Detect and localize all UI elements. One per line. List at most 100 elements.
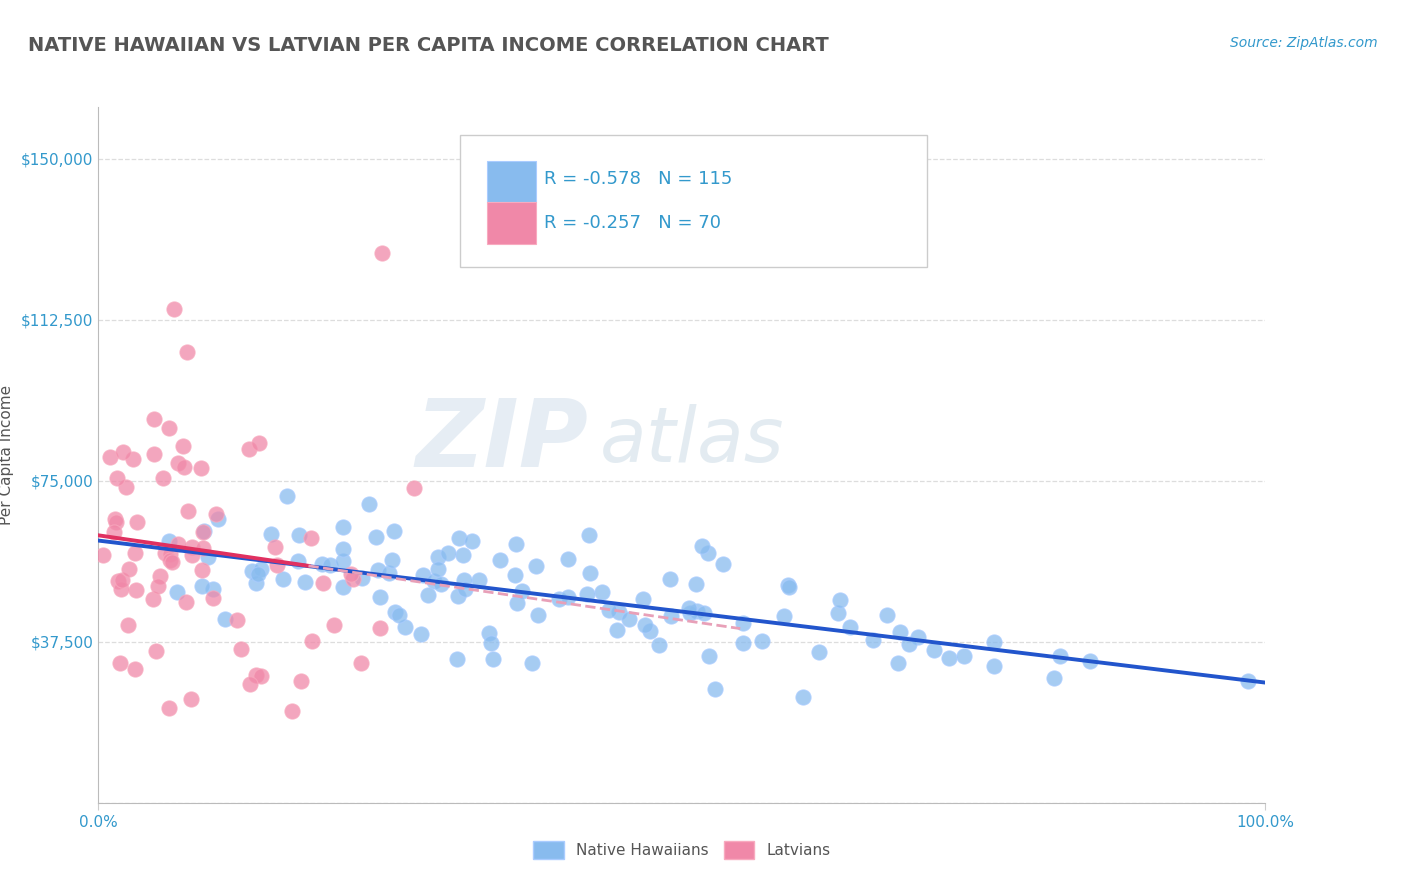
Point [862, 633, 884, 648]
Point [412, 568, 434, 582]
Text: atlas: atlas [600, 404, 785, 478]
Point [245, 575, 267, 590]
Point [807, 645, 830, 659]
Point [142, 447, 165, 461]
Point [112, 445, 135, 459]
Point [1080, 654, 1102, 668]
Point [193, 524, 215, 538]
Point [294, 575, 316, 590]
Point [176, 345, 198, 359]
Y-axis label: Per Capita Income: Per Capita Income [0, 384, 14, 525]
Point [830, 592, 852, 607]
Point [247, 435, 270, 450]
Point [522, 656, 544, 670]
Point [506, 596, 529, 610]
Point [191, 563, 214, 577]
Point [527, 608, 550, 623]
Point [311, 575, 333, 590]
Point [437, 546, 460, 560]
Point [152, 471, 174, 485]
Point [394, 620, 416, 634]
Point [229, 641, 252, 656]
Point [478, 626, 501, 640]
Point [461, 534, 484, 549]
Point [121, 452, 143, 467]
Point [557, 591, 579, 605]
Point [678, 600, 700, 615]
Point [505, 537, 527, 551]
Point [180, 548, 202, 562]
Point [659, 609, 682, 624]
Point [332, 542, 354, 557]
Point [384, 605, 406, 619]
Point [733, 615, 755, 630]
FancyBboxPatch shape [486, 161, 536, 202]
Point [697, 546, 720, 560]
Point [157, 701, 180, 715]
Point [578, 527, 600, 541]
Point [108, 656, 131, 670]
Point [280, 704, 302, 718]
Point [266, 558, 288, 573]
Point [481, 635, 503, 649]
Point [149, 569, 172, 583]
Point [557, 552, 579, 566]
Point [489, 553, 512, 567]
Point [1236, 674, 1258, 689]
Point [124, 661, 146, 675]
Point [166, 585, 188, 599]
Point [157, 534, 180, 549]
Point [371, 246, 394, 260]
Point [548, 591, 571, 606]
Point [191, 541, 214, 555]
Point [503, 568, 526, 582]
Point [404, 481, 426, 495]
Point [1042, 671, 1064, 685]
Point [907, 630, 929, 644]
Text: NATIVE HAWAIIAN VS LATVIAN PER CAPITA INCOME CORRELATION CHART: NATIVE HAWAIIAN VS LATVIAN PER CAPITA IN… [28, 36, 830, 54]
Point [247, 566, 270, 581]
Point [127, 515, 149, 529]
Point [288, 528, 311, 542]
Point [886, 657, 908, 671]
Point [792, 690, 814, 704]
Point [731, 635, 754, 649]
Point [238, 442, 260, 457]
Point [301, 633, 323, 648]
Point [225, 613, 247, 627]
Point [631, 592, 654, 607]
Point [446, 590, 468, 604]
Point [180, 691, 202, 706]
Text: ZIP: ZIP [416, 395, 589, 487]
Point [342, 572, 364, 586]
Point [638, 624, 661, 639]
Point [124, 546, 146, 560]
Point [260, 526, 283, 541]
Point [378, 566, 401, 581]
Point [318, 558, 340, 572]
Point [446, 652, 468, 666]
Point [145, 644, 167, 658]
Point [239, 677, 262, 691]
Point [778, 581, 800, 595]
Point [240, 564, 263, 578]
Point [250, 669, 273, 683]
Point [105, 515, 128, 529]
Point [924, 642, 946, 657]
Point [159, 547, 181, 561]
FancyBboxPatch shape [460, 135, 927, 267]
Point [692, 606, 714, 620]
Point [449, 531, 471, 545]
Point [204, 507, 226, 521]
Point [202, 591, 225, 606]
Point [685, 577, 707, 591]
Point [953, 649, 976, 664]
Point [751, 634, 773, 648]
Point [163, 301, 186, 316]
Point [381, 553, 404, 567]
Point [110, 582, 132, 596]
Point [1049, 649, 1071, 664]
Point [207, 511, 229, 525]
Point [191, 524, 214, 539]
Point [214, 612, 236, 626]
